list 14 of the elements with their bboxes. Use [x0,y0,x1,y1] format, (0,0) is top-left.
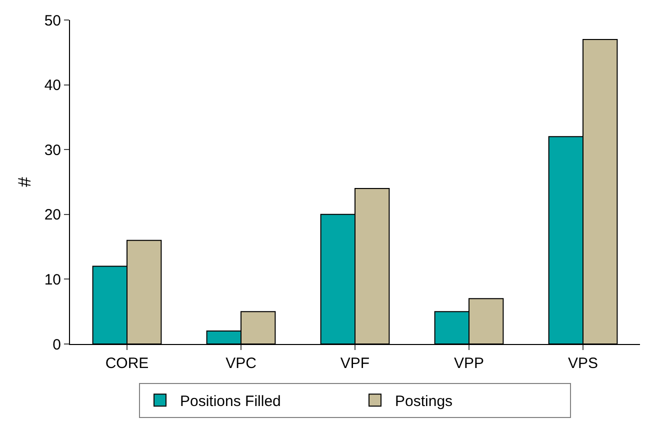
x-tick-label: VPC [226,355,257,372]
y-tick-label: 50 [44,12,61,30]
y-tick-label: 0 [52,336,61,354]
x-tick-label: CORE [105,355,149,372]
x-tick-label: VPF [340,355,370,372]
legend-label: Positions Filled [180,392,281,410]
x-tick-label: VPS [568,355,598,372]
y-tick-label: 30 [44,142,61,159]
y-axis-title: # [14,176,35,188]
legend-label: Postings [395,392,453,410]
y-tick-label: 20 [44,206,61,224]
y-tick-label: 10 [44,271,61,288]
x-tick-label: VPP [454,355,484,372]
y-tick-label: 40 [44,77,61,94]
